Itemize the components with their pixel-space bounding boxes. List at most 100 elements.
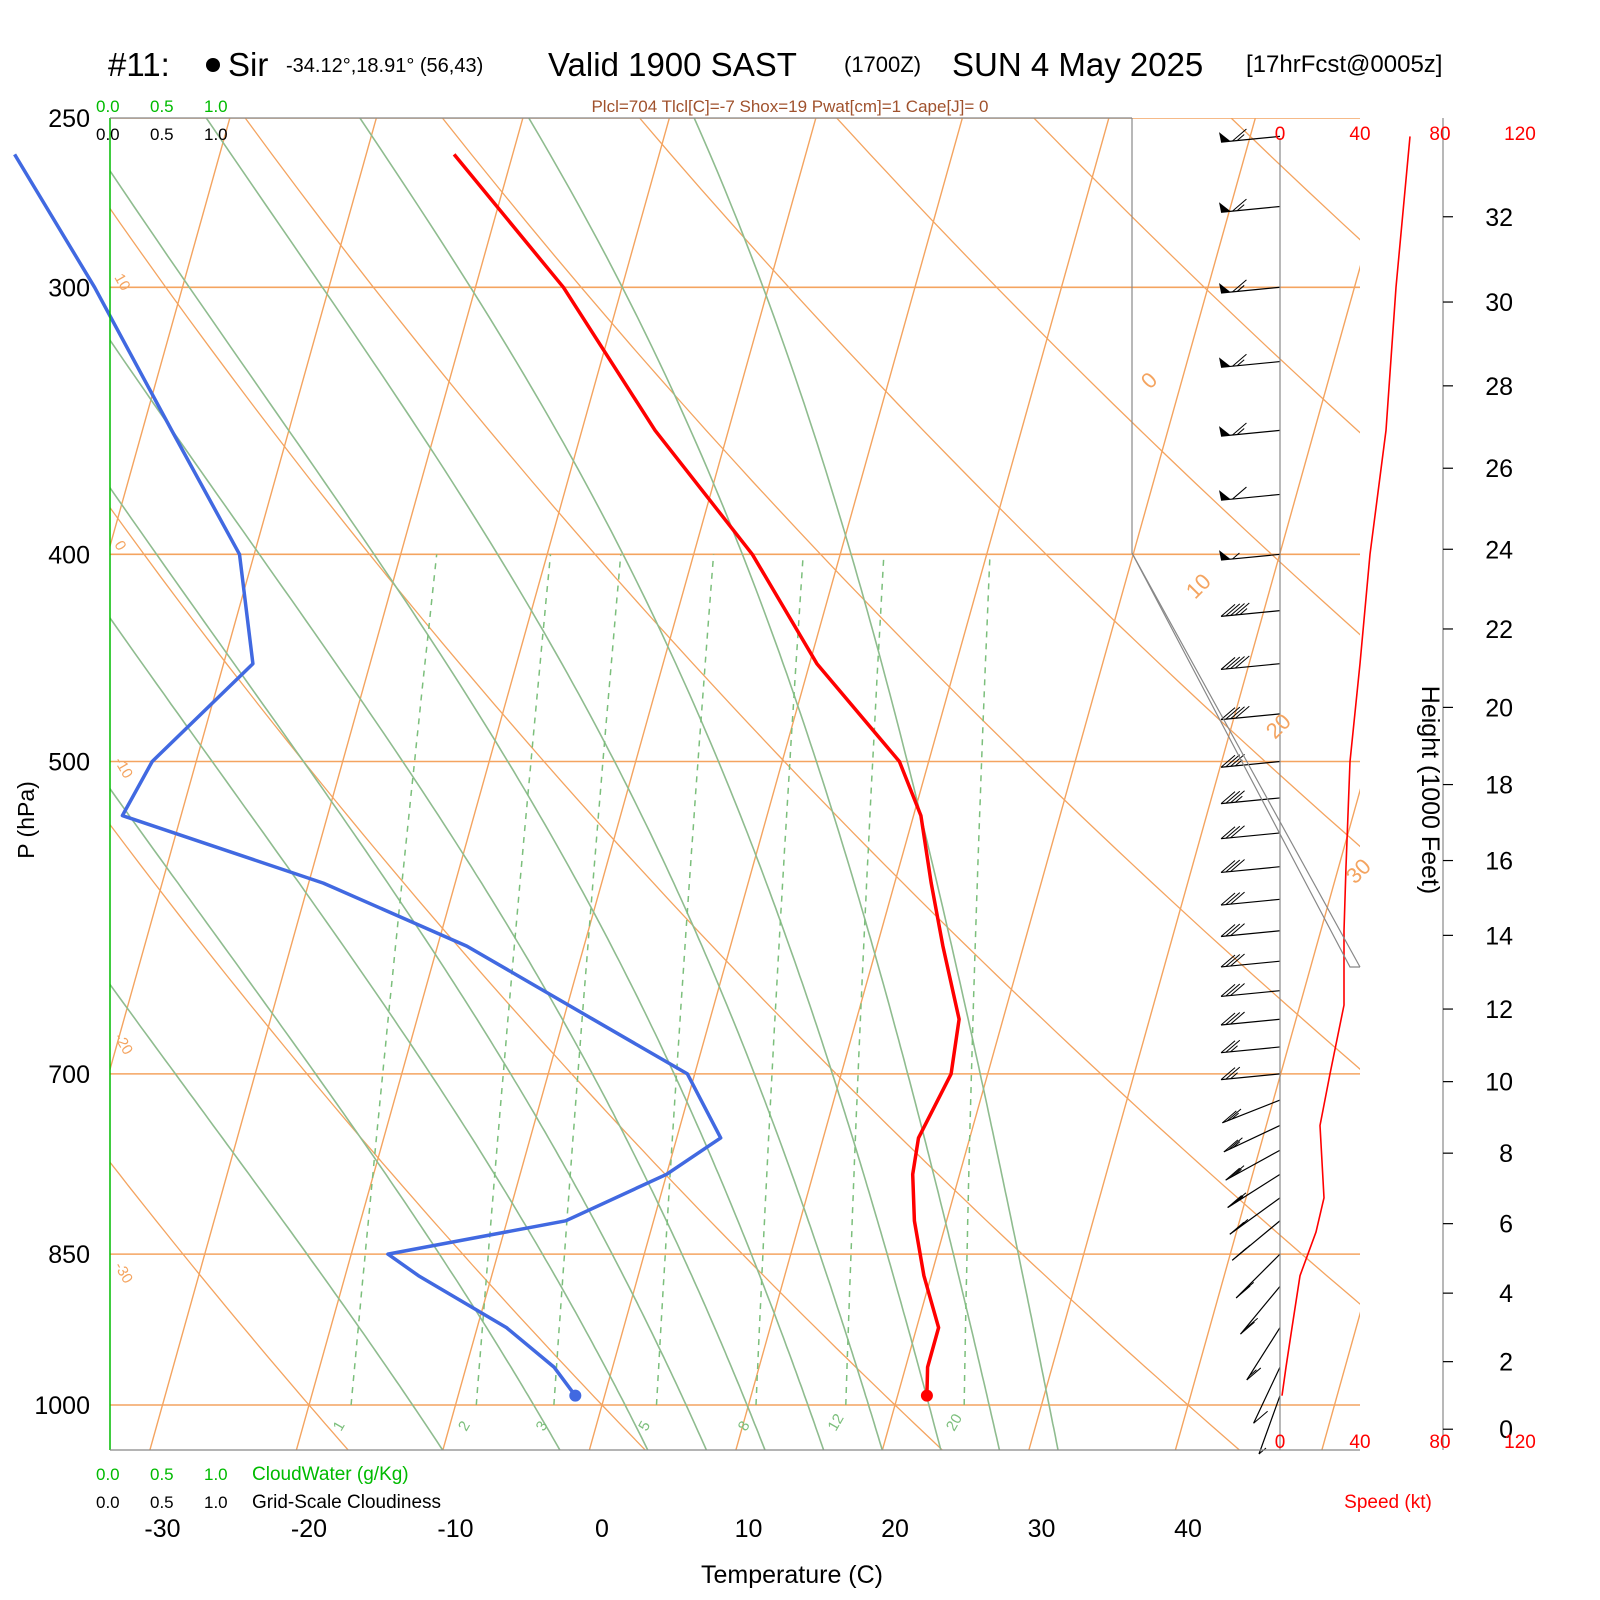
dry-adiabat-line [244,118,1360,1305]
wind-barb-staff [1220,898,1281,906]
mixing-ratio-line [963,554,991,1406]
wind-barb-feather [1246,1367,1262,1381]
temperature-tick-label: -30 [144,1515,180,1543]
wind-barb-pennant [1219,357,1231,368]
isotherm-line [1468,41,1600,1451]
wind-barb-feather [1225,923,1241,937]
isotherm-line [149,118,524,1450]
wind-barb-staff [1220,930,1281,938]
wind-barb-feather [1220,657,1236,670]
pressure-tick-label: 250 [48,105,90,133]
height-tick-label: 20 [1485,694,1513,722]
wind-barb-feather [1232,486,1247,500]
wind-barb-feather [1239,1282,1255,1295]
wind-barb-feather [1227,1195,1242,1208]
cloudwater-tick-top-0: 0.0 [96,97,120,116]
wind-barb-staff [1220,990,1281,998]
wind-barb-half-feather [1230,1072,1238,1080]
pressure-tick-label: 1000 [34,1392,90,1420]
isotherm-label-right: 10 [1181,569,1216,604]
isotherm-label-left: 10 [111,271,134,294]
wind-barb-feather [1220,892,1236,906]
cloudwater-label: CloudWater (g/Kg) [252,1464,409,1485]
wind-barb-staff [1222,1099,1281,1124]
wind-barb-feather [1225,656,1241,670]
wind-barb-staff [1220,135,1281,143]
wind-barb-staff [1258,1395,1281,1455]
wind-barb-feather [1220,603,1236,617]
pressure-tick-label: 300 [48,274,90,302]
wind-barb-feather [1228,1137,1243,1151]
wind-barb-staff [1220,553,1281,561]
cloudwater-tick-top-1: 0.5 [150,97,174,116]
cloudiness-tick-top-1: 0.5 [150,125,174,144]
isotherm-line [295,118,671,1450]
boundary-slant-line [1131,552,1361,968]
mixing-ratio-line [475,554,552,1406]
valid-time: Valid 1900 SAST [548,46,797,83]
wind-barb-pennant [1219,550,1231,561]
wind-barb-feather [1243,1317,1258,1331]
isotherm-line [0,41,105,1451]
dry-adiabat-line [1537,41,1600,1451]
height-axis-title: Height (1000 Feet) [1416,686,1444,894]
height-tick-label: 30 [1485,289,1513,317]
wind-barb-pennant [1219,283,1231,294]
wind-barb-half-feather [1236,428,1245,435]
wind-barb-feather [1230,953,1245,967]
wind-barb-staff [1253,1366,1281,1424]
moist-adiabat-line [110,169,825,1450]
isotherm-label-left: 0 [111,538,130,554]
wind-barb-feather [1225,859,1241,873]
wind-barb-feather [1232,422,1247,436]
height-tick-label: 14 [1485,922,1513,950]
temperature-tick-label: 0 [595,1515,609,1543]
wind-barb-feather [1220,954,1236,968]
dry-adiabat-line [1345,41,1600,1451]
height-tick-label: 0 [1499,1416,1513,1444]
moist-adiabat-line [110,486,708,1450]
pressure-tick-label: 850 [48,1241,90,1269]
isotherm-line [735,118,1110,1450]
height-tick-label: 16 [1485,848,1513,876]
wind-barb-staff [1220,1018,1281,1026]
wind-barb-staff [1220,360,1281,368]
mixing-ratio-line [553,554,622,1406]
height-tick-label: 12 [1485,996,1513,1024]
x-axis-title: Temperature (C) [701,1561,883,1589]
wind-barb-half-feather [1236,285,1245,292]
wind-barb-feather [1225,754,1241,768]
station-dot-icon [206,58,220,72]
wind-barb-feather [1232,198,1247,212]
wind-barb-half-feather [1235,1195,1244,1203]
mixing-ratio-line [845,554,885,1406]
wind-barb-half-feather [1237,1222,1246,1229]
station-coords: -34.12°,18.91° (56,43) [286,55,483,77]
cloudiness-tick-bottom-0: 0.0 [96,1493,120,1512]
diagram-grid [0,41,1600,1451]
wind-barb-half-feather [1236,134,1245,141]
isotherm-line [1174,788,1360,1450]
mixing-ratio-label: 20 [943,1411,966,1434]
wind-barb-staff [1220,286,1281,294]
wind-barb-feather [1225,1039,1241,1053]
moist-adiabat-line [110,616,649,1450]
cloudwater-tick-bottom-1: 0.5 [150,1465,174,1484]
dry-adiabat-line [110,1161,349,1450]
wind-barb-staff [1220,493,1281,501]
wind-barb-feather [1225,706,1241,720]
indices-line: Plcl=704 Tlcl[C]=-7 Shox=19 Pwat[cm]=1 C… [591,97,988,116]
height-tick-label: 26 [1485,455,1513,483]
cloudiness-label: Grid-Scale Cloudiness [252,1492,441,1513]
mixing-ratio-label: 12 [825,1411,848,1434]
wind-barb-half-feather [1234,1168,1242,1176]
cloudiness-tick-bottom-1: 0.5 [150,1493,174,1512]
wind-barb-feather [1220,1067,1236,1080]
cloud-scale-bottom: 0.0 0.5 1.0 CloudWater (g/Kg) 0.0 0.5 1.… [96,1464,441,1513]
wind-barb-staff [1220,960,1281,968]
wind-barb-feather [1230,825,1245,839]
wind-barb-pennant [1219,426,1231,437]
dry-adiabat-line [0,41,51,1451]
